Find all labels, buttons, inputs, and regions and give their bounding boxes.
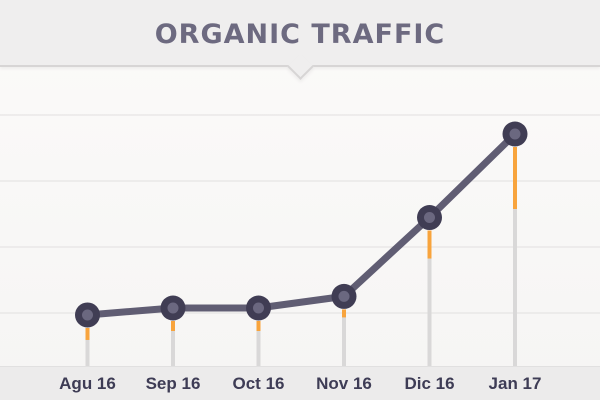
x-axis: Agu 16 Sep 16 Oct 16 Nov 16 Dic 16 Jan 17 [0, 366, 600, 400]
data-point-core-nov-16 [338, 290, 350, 302]
x-label-dic-16: Dic 16 [404, 374, 455, 393]
traffic-series-line [84, 130, 519, 319]
chart-title: ORGANIC TRAFFIC [154, 19, 446, 50]
data-point-core-dic-16 [424, 212, 435, 224]
x-label-nov-16: Nov 16 [316, 374, 372, 393]
chart-header: ORGANIC TRAFFIC [0, 0, 600, 80]
data-point-core-sep-16 [167, 302, 179, 314]
x-label-jan-17: Jan 17 [488, 374, 542, 393]
data-point-core-jan-17 [509, 128, 521, 140]
data-point-core-agu-16 [82, 309, 93, 321]
data-point-core-oct-16 [253, 302, 264, 314]
x-label-agu-16: Agu 16 [59, 374, 116, 393]
x-label-oct-16: Oct 16 [232, 374, 285, 393]
x-label-sep-16: Sep 16 [145, 374, 201, 393]
